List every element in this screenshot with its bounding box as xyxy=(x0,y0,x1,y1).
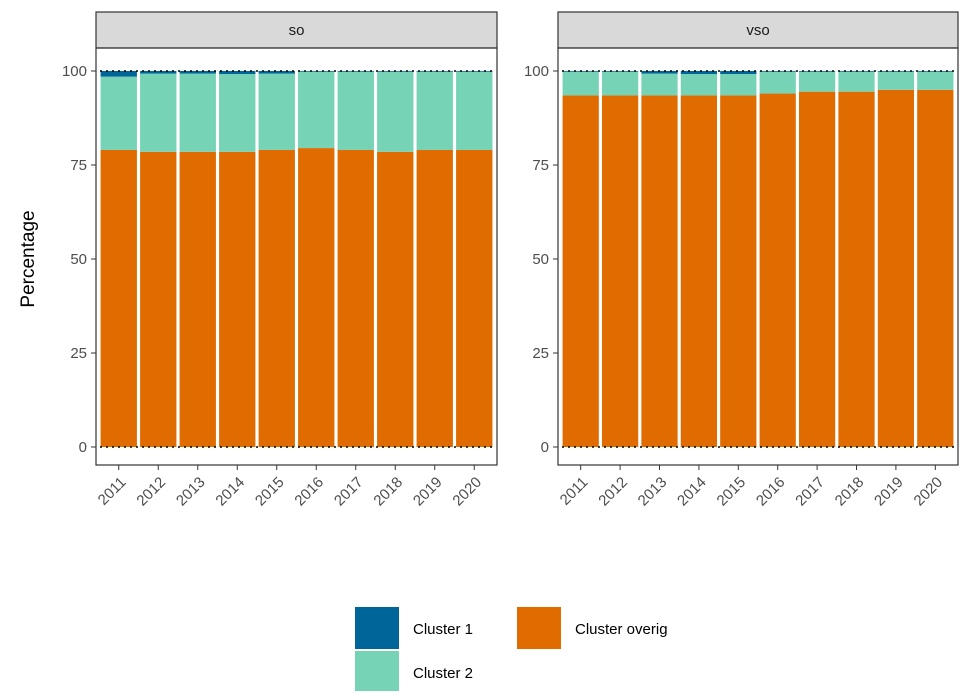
bar-so-2012-cluster-2 xyxy=(140,73,177,152)
bar-vso-2012-cluster-2 xyxy=(601,71,639,96)
bar-so-2014-cluster-1 xyxy=(219,71,256,75)
bar-so-2015-cluster-overig xyxy=(258,149,295,447)
x-tick-label-so-2019: 2019 xyxy=(410,474,446,510)
bar-vso-2014-cluster-2 xyxy=(680,74,718,96)
bar-vso-2020-cluster-2 xyxy=(917,71,954,90)
x-tick-label-vso-2019: 2019 xyxy=(871,474,907,510)
x-tick-label-vso-2020: 2020 xyxy=(911,474,947,510)
bar-so-2011-cluster-1 xyxy=(100,71,137,77)
bar-so-2016-cluster-2 xyxy=(298,71,335,149)
bar-vso-2015-cluster-1 xyxy=(720,71,757,75)
x-tick-label-so-2012: 2012 xyxy=(133,474,169,510)
bar-vso-2016-cluster-overig xyxy=(759,93,796,447)
y-tick-label-so-0: 0 xyxy=(79,439,87,456)
bar-vso-2011-cluster-2 xyxy=(562,71,599,96)
x-tick-label-so-2013: 2013 xyxy=(173,474,209,510)
x-tick-label-vso-2018: 2018 xyxy=(832,474,868,510)
facet-strip-so xyxy=(95,11,498,49)
x-tick-label-vso-2014: 2014 xyxy=(674,474,710,510)
legend-key-cluster-2 xyxy=(355,651,399,693)
y-tick-label-so-50: 50 xyxy=(70,251,87,268)
y-tick-label-vso-0: 0 xyxy=(541,439,549,456)
y-tick-label-vso-25: 25 xyxy=(532,345,549,362)
x-tick-label-so-2017: 2017 xyxy=(331,474,367,510)
bar-so-2013-cluster-1 xyxy=(179,71,216,74)
bar-so-2015-cluster-1 xyxy=(258,71,295,74)
bar-vso-2017-cluster-1 xyxy=(798,71,836,72)
bar-vso-2012-cluster-1 xyxy=(601,71,639,72)
bar-so-2011-cluster-2 xyxy=(100,76,137,150)
x-tick-label-vso-2012: 2012 xyxy=(595,474,631,510)
bar-vso-2014-cluster-1 xyxy=(680,71,718,75)
y-tick-label-so-100: 100 xyxy=(62,63,87,80)
legend-label-cluster-overig: Cluster overig xyxy=(575,621,668,638)
bar-so-2019-cluster-overig xyxy=(416,149,453,447)
bar-vso-2016-cluster-1 xyxy=(759,71,796,72)
x-tick-label-so-2011: 2011 xyxy=(95,474,130,509)
bar-so-2012-cluster-overig xyxy=(140,151,177,447)
panel-border-vso xyxy=(557,47,959,466)
bar-vso-2016-cluster-2 xyxy=(759,71,796,94)
x-tick-label-vso-2013: 2013 xyxy=(635,474,671,510)
bar-vso-2013-cluster-2 xyxy=(641,73,678,96)
x-tick-label-so-2014: 2014 xyxy=(212,474,248,510)
y-tick-label-vso-50: 50 xyxy=(532,251,549,268)
bar-vso-2015-cluster-overig xyxy=(720,95,757,447)
x-tick-label-vso-2017: 2017 xyxy=(792,474,828,510)
bar-vso-2020-cluster-overig xyxy=(917,89,954,448)
bar-so-2012-cluster-1 xyxy=(140,71,177,74)
bar-vso-2019-cluster-overig xyxy=(877,89,915,448)
bar-vso-2018-cluster-2 xyxy=(838,71,875,92)
bar-so-2013-cluster-2 xyxy=(179,73,216,152)
facet-label-so: so xyxy=(289,22,305,39)
bar-vso-2019-cluster-2 xyxy=(877,71,915,90)
bar-vso-2017-cluster-2 xyxy=(798,71,836,92)
x-tick-label-so-2016: 2016 xyxy=(291,474,327,510)
bar-vso-2011-cluster-overig xyxy=(562,95,599,447)
bar-vso-2019-cluster-1 xyxy=(877,71,915,72)
bar-vso-2013-cluster-1 xyxy=(641,71,678,74)
bar-so-2014-cluster-overig xyxy=(219,151,256,447)
bar-so-2019-cluster-1 xyxy=(416,71,453,72)
legend-key-cluster-overig xyxy=(517,607,561,649)
y-tick-label-so-25: 25 xyxy=(70,345,87,362)
bar-so-2018-cluster-overig xyxy=(377,151,414,447)
y-tick-label-vso-75: 75 xyxy=(532,157,549,174)
x-tick-label-vso-2011: 2011 xyxy=(557,474,592,509)
x-tick-label-so-2018: 2018 xyxy=(370,474,406,510)
y-tick-label-so-75: 75 xyxy=(70,157,87,174)
bar-so-2017-cluster-1 xyxy=(337,71,374,72)
x-tick-label-vso-2016: 2016 xyxy=(753,474,789,510)
bar-so-2018-cluster-2 xyxy=(377,71,414,152)
bar-so-2020-cluster-2 xyxy=(456,71,493,150)
bar-so-2013-cluster-overig xyxy=(179,151,216,447)
x-tick-label-so-2015: 2015 xyxy=(252,474,288,510)
bar-vso-2017-cluster-overig xyxy=(798,91,836,448)
y-axis-title: Percentage xyxy=(18,210,39,307)
bar-so-2016-cluster-overig xyxy=(298,148,335,447)
legend-label-cluster-1: Cluster 1 xyxy=(413,621,473,638)
bar-vso-2013-cluster-overig xyxy=(641,95,678,447)
bar-so-2014-cluster-2 xyxy=(219,74,256,152)
bar-vso-2012-cluster-overig xyxy=(601,95,639,447)
bar-vso-2018-cluster-overig xyxy=(838,91,875,448)
x-tick-label-vso-2015: 2015 xyxy=(714,474,750,510)
bar-so-2017-cluster-overig xyxy=(337,149,374,447)
panel-border-so xyxy=(95,47,498,466)
bar-so-2020-cluster-1 xyxy=(456,71,493,72)
facet-label-vso: vso xyxy=(746,22,769,39)
y-tick-label-vso-100: 100 xyxy=(524,63,549,80)
bar-so-2015-cluster-2 xyxy=(258,73,295,150)
bar-vso-2015-cluster-2 xyxy=(720,74,757,96)
legend-label-cluster-2: Cluster 2 xyxy=(413,665,473,682)
bar-vso-2014-cluster-overig xyxy=(680,95,718,447)
bar-so-2017-cluster-2 xyxy=(337,71,374,150)
bar-so-2019-cluster-2 xyxy=(416,71,453,150)
bar-so-2011-cluster-overig xyxy=(100,149,137,447)
bar-so-2020-cluster-overig xyxy=(456,149,493,447)
x-tick-label-so-2020: 2020 xyxy=(449,474,485,510)
legend-key-cluster-1 xyxy=(355,607,399,649)
